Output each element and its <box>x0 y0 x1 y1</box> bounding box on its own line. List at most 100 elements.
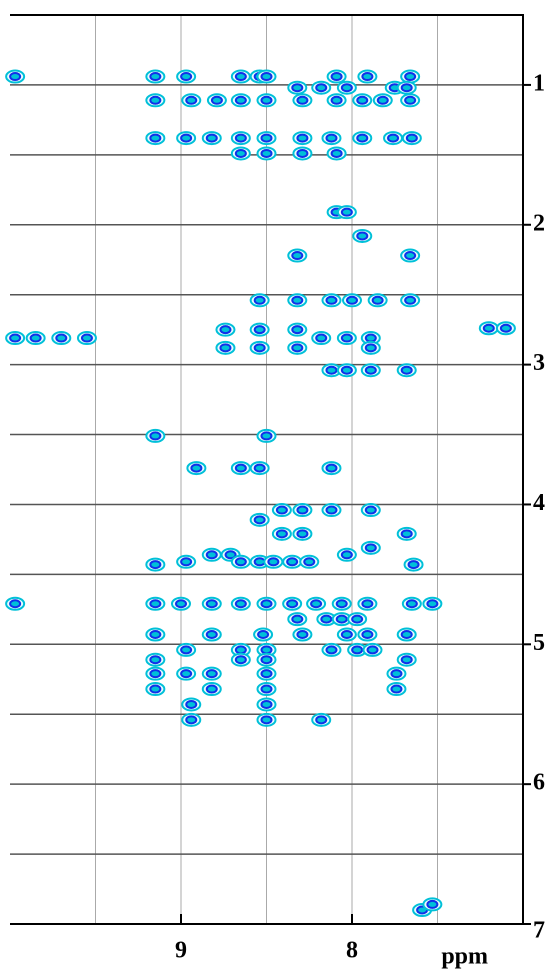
peak-core <box>149 431 162 441</box>
peak-core <box>286 557 299 567</box>
peak-core <box>364 365 377 375</box>
peak-core <box>404 95 417 105</box>
peak-core <box>340 333 353 343</box>
peak-core <box>482 323 495 333</box>
peak-core <box>224 550 237 560</box>
peak-core <box>234 655 247 665</box>
peak-core <box>9 599 22 609</box>
x-tick-label: 8 <box>346 938 358 964</box>
peak-core <box>405 599 418 609</box>
peak-core <box>400 83 413 93</box>
peak-core <box>325 645 338 655</box>
peak-core <box>149 669 162 679</box>
peak-core <box>149 133 162 143</box>
peak-core <box>234 72 247 82</box>
peak-core <box>205 133 218 143</box>
peak-core <box>320 614 333 624</box>
peak-core <box>340 207 353 217</box>
peak-core <box>180 72 193 82</box>
peak-core <box>185 715 198 725</box>
peak-core <box>356 95 369 105</box>
peak-core <box>296 505 309 515</box>
peak-core <box>390 669 403 679</box>
peak-core <box>234 599 247 609</box>
peak-core <box>260 95 273 105</box>
peak-core <box>260 133 273 143</box>
peak-core <box>9 72 22 82</box>
peak-core <box>9 333 22 343</box>
peak-core <box>291 343 304 353</box>
peak-core <box>267 557 280 567</box>
peak-core <box>335 599 348 609</box>
peak-core <box>364 543 377 553</box>
peak-core <box>253 463 266 473</box>
peak-core <box>364 343 377 353</box>
peak-core <box>205 669 218 679</box>
peak-core <box>260 715 273 725</box>
y-tick-label: 5 <box>533 630 545 656</box>
peak-core <box>291 251 304 261</box>
peak-core <box>180 645 193 655</box>
peak-core <box>364 505 377 515</box>
peak-core <box>180 133 193 143</box>
peak-core <box>387 133 400 143</box>
peak-core <box>253 295 266 305</box>
peak-core <box>340 630 353 640</box>
y-tick-label: 7 <box>533 918 545 944</box>
peak-core <box>346 295 358 305</box>
peak-core <box>404 251 417 261</box>
peak-core <box>325 463 338 473</box>
peak-core <box>310 599 323 609</box>
peak-core <box>253 515 266 525</box>
peak-core <box>286 599 299 609</box>
peak-core <box>205 599 218 609</box>
peak-core <box>426 599 439 609</box>
peak-core <box>55 333 68 343</box>
peak-core <box>296 95 309 105</box>
peak-core <box>400 365 413 375</box>
y-tick-label: 6 <box>533 770 545 796</box>
peak-core <box>234 557 247 567</box>
peak-core <box>404 72 417 82</box>
peak-core <box>404 295 417 305</box>
peak-core <box>260 684 273 694</box>
peak-core <box>315 333 328 343</box>
peak-core <box>185 699 198 709</box>
peak-core <box>291 325 304 335</box>
y-tick-label: 4 <box>533 490 545 516</box>
peak-core <box>361 630 374 640</box>
peak-core <box>149 655 162 665</box>
peak-core <box>260 655 273 665</box>
peak-core <box>296 630 309 640</box>
peak-core <box>180 669 193 679</box>
peak-core <box>426 899 439 909</box>
peak-core <box>190 463 203 473</box>
peak-core <box>325 365 338 375</box>
peak-core <box>253 325 266 335</box>
peak-core <box>361 599 374 609</box>
peak-core <box>210 95 223 105</box>
peak-core <box>400 630 413 640</box>
peak-core <box>149 684 162 694</box>
axis-frame <box>10 14 524 925</box>
y-tick-label: 2 <box>533 210 545 236</box>
peak-core <box>234 645 247 655</box>
peak-core <box>275 505 288 515</box>
peak-core <box>291 614 304 624</box>
peak-core <box>340 550 353 560</box>
peak-core <box>335 614 348 624</box>
peak-core <box>325 295 338 305</box>
peak-core <box>149 599 162 609</box>
peak-core <box>325 133 338 143</box>
peak-core <box>400 529 413 539</box>
peak-core <box>175 599 187 609</box>
peak-core <box>371 295 384 305</box>
peak-core <box>351 614 364 624</box>
peak-core <box>366 645 379 655</box>
peak-core <box>376 95 389 105</box>
peak-core <box>219 325 232 335</box>
peak-core <box>340 83 353 93</box>
peak-core <box>390 684 403 694</box>
peak-core <box>80 333 93 343</box>
